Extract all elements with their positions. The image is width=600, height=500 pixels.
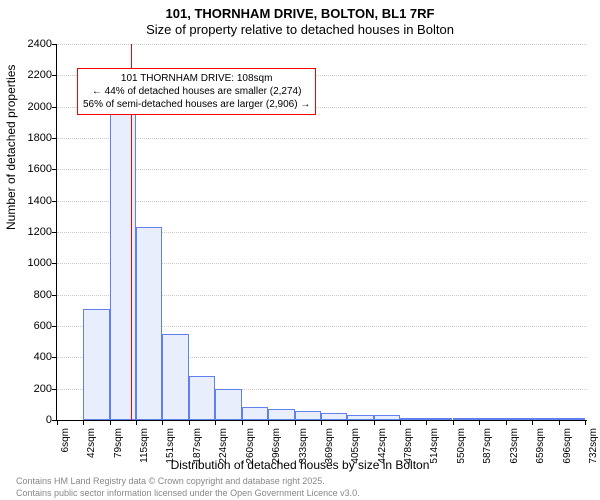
callout-line-2: ← 44% of detached houses are smaller (2,… [83,85,310,98]
x-tick [532,420,533,425]
x-tick-label: 587sqm [482,428,493,478]
x-tick [321,420,322,425]
x-tick-label: 369sqm [324,428,335,478]
x-tick [374,420,375,425]
x-tick [57,420,58,425]
x-tick [506,420,507,425]
x-tick [215,420,216,425]
x-tick [110,420,111,425]
y-tick [52,138,57,139]
gridline [57,201,587,202]
x-tick [426,420,427,425]
y-tick [52,326,57,327]
histogram-bar [136,227,162,420]
y-tick-label: 1800 [12,132,52,144]
histogram-bar [321,413,347,420]
x-tick-label: 79sqm [113,428,124,478]
y-tick-label: 2200 [12,69,52,81]
x-tick-label: 260sqm [245,428,256,478]
y-tick-label: 1000 [12,257,52,269]
x-tick-label: 696sqm [562,428,573,478]
histogram-bar [268,409,295,420]
footer-line-2: Contains public sector information licen… [16,488,360,498]
x-tick [83,420,84,425]
x-tick-label: 550sqm [456,428,467,478]
y-tick [52,389,57,390]
y-tick-label: 2400 [12,38,52,50]
x-tick-label: 296sqm [271,428,282,478]
x-tick-label: 333sqm [298,428,309,478]
y-tick [52,357,57,358]
y-tick [52,75,57,76]
histogram-bar [347,415,374,420]
x-tick [136,420,137,425]
histogram-bar [479,418,505,420]
x-tick [479,420,480,425]
y-tick-label: 600 [12,320,52,332]
x-tick [400,420,401,425]
y-tick [52,44,57,45]
x-tick [268,420,269,425]
y-tick-label: 0 [12,414,52,426]
x-tick-label: 659sqm [535,428,546,478]
callout-line-1: 101 THORNHAM DRIVE: 108sqm [83,72,310,85]
callout-box: 101 THORNHAM DRIVE: 108sqm ← 44% of deta… [77,68,316,115]
y-tick-label: 400 [12,351,52,363]
y-tick-label: 200 [12,383,52,395]
x-tick [189,420,190,425]
x-tick [162,420,163,425]
x-tick-label: 224sqm [218,428,229,478]
gridline [57,169,587,170]
y-tick [52,232,57,233]
x-tick [242,420,243,425]
histogram-bar [506,418,532,420]
y-tick-label: 2000 [12,101,52,113]
callout-line-3: 56% of semi-detached houses are larger (… [83,98,310,111]
x-tick-label: 151sqm [165,428,176,478]
histogram-bar [83,309,110,420]
histogram-bar [374,415,400,420]
y-tick [52,295,57,296]
x-tick-label: 115sqm [139,428,150,478]
gridline [57,44,587,45]
x-tick-label: 42sqm [86,428,97,478]
histogram-bar [532,418,559,420]
plot-area: 101 THORNHAM DRIVE: 108sqm ← 44% of deta… [56,44,587,421]
chart-container: 101, THORNHAM DRIVE, BOLTON, BL1 7RF Siz… [0,0,600,500]
histogram-bar [162,334,188,420]
histogram-bar [215,389,241,420]
histogram-bar [453,418,480,420]
x-tick-label: 732sqm [588,428,599,478]
y-tick-label: 800 [12,289,52,301]
x-tick-label: 514sqm [429,428,440,478]
y-tick-label: 1200 [12,226,52,238]
x-tick-label: 187sqm [192,428,203,478]
y-tick [52,107,57,108]
y-tick [52,169,57,170]
histogram-bar [242,407,268,420]
y-tick [52,201,57,202]
histogram-bar [189,376,216,420]
y-tick [52,263,57,264]
gridline [57,138,587,139]
x-tick [295,420,296,425]
x-tick [347,420,348,425]
histogram-bar [559,418,585,420]
x-tick [453,420,454,425]
x-tick-label: 442sqm [377,428,388,478]
histogram-bar [110,113,136,420]
x-tick-label: 478sqm [403,428,414,478]
histogram-bar [426,418,452,420]
y-tick-label: 1600 [12,163,52,175]
y-tick-label: 1400 [12,195,52,207]
x-tick [585,420,586,425]
chart-subtitle: Size of property relative to detached ho… [0,22,600,37]
x-tick [559,420,560,425]
x-tick-label: 6sqm [60,428,71,478]
histogram-bar [400,418,426,420]
histogram-bar [295,411,321,420]
x-tick-label: 405sqm [350,428,361,478]
chart-title: 101, THORNHAM DRIVE, BOLTON, BL1 7RF [0,6,600,21]
x-tick-label: 623sqm [509,428,520,478]
